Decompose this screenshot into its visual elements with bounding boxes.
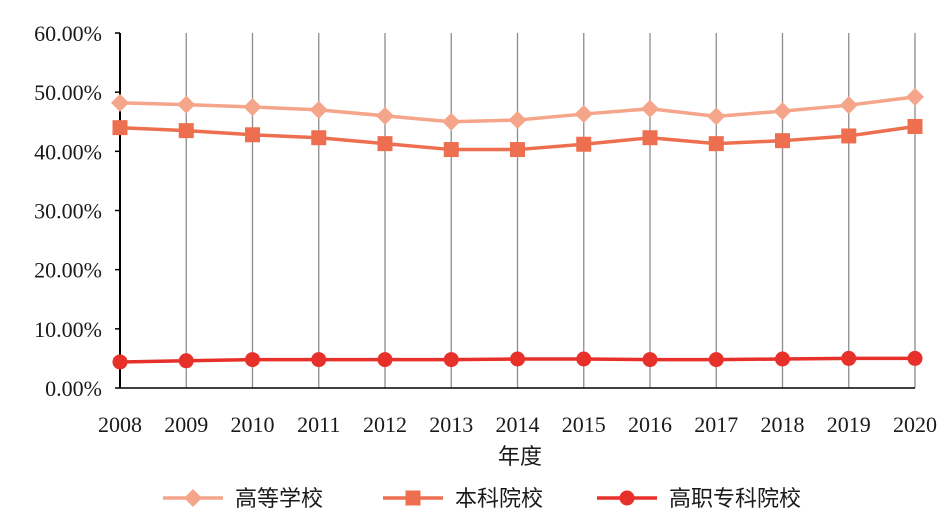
x-tick-label: 2016 (628, 412, 672, 437)
data-point (111, 93, 129, 112)
data-point (574, 105, 593, 124)
data-point (773, 102, 792, 121)
legend-marker (184, 489, 202, 507)
series-3 (112, 350, 923, 370)
x-tick-label: 2009 (164, 412, 208, 437)
data-point (377, 136, 393, 152)
legend-item: 高职专科院校 (597, 487, 801, 512)
x-tick-label: 2015 (562, 412, 606, 437)
x-tick-label: 2018 (761, 412, 805, 437)
data-point (576, 136, 592, 152)
data-point (906, 87, 924, 106)
x-tick-label: 2014 (496, 412, 540, 437)
data-point (377, 352, 393, 368)
x-tick-label: 2010 (231, 412, 275, 437)
gridlines (185, 33, 916, 388)
legend: 高等学校 本科院校 高职专科院校 (163, 487, 801, 512)
data-point (841, 350, 857, 366)
y-tick-label: 20.00% (34, 258, 102, 283)
data-point (443, 352, 459, 368)
data-point (178, 353, 194, 369)
series-1 (111, 87, 924, 131)
y-tick-label: 30.00% (34, 199, 102, 224)
data-point (508, 110, 527, 129)
legend-item: 高等学校 (163, 487, 323, 512)
x-tick-label: 2011 (297, 412, 340, 437)
data-point (642, 352, 658, 368)
x-tick-labels: 2008 2009 2010 2011 2012 2013 2014 2015 2016 2017… (98, 412, 937, 437)
data-point (243, 97, 262, 116)
data-point (443, 142, 459, 158)
legend-label: 本科院校 (455, 487, 543, 512)
y-tick-label: 10.00% (34, 317, 102, 342)
data-point (907, 350, 923, 366)
data-point (245, 352, 260, 368)
data-point (907, 118, 923, 134)
data-point (442, 112, 461, 131)
legend-label: 高等学校 (235, 487, 323, 512)
legend-label: 高职专科院校 (669, 487, 801, 512)
data-point (177, 95, 196, 114)
x-tick-label: 2019 (827, 412, 871, 437)
data-point (178, 123, 194, 139)
data-point (839, 96, 858, 115)
data-point (245, 127, 260, 143)
data-point (112, 354, 128, 370)
data-point (510, 142, 525, 158)
series (111, 87, 924, 370)
data-point (311, 130, 327, 146)
data-point (642, 130, 658, 146)
legend-item: 本科院校 (383, 487, 543, 512)
data-point (641, 99, 659, 118)
data-point (576, 351, 592, 367)
y-tick-label: 0.00% (45, 376, 102, 401)
data-point (708, 352, 724, 368)
y-tick-label: 60.00% (34, 21, 102, 46)
legend-marker (619, 490, 635, 506)
x-tick-label: 2017 (694, 412, 738, 437)
data-point (309, 100, 328, 119)
series-2 (112, 118, 923, 158)
data-point (707, 107, 726, 126)
legend-marker (405, 490, 421, 506)
data-point (510, 351, 525, 367)
data-point (376, 106, 394, 125)
data-point (708, 136, 724, 152)
data-point (775, 133, 790, 149)
y-tick-label: 40.00% (34, 139, 102, 164)
data-point (311, 352, 327, 368)
data-point (112, 120, 128, 136)
y-tick-labels: 0.00% 10.00% 20.00% 30.00% 40.00% 50.00% 60.00… (34, 21, 120, 401)
data-point (841, 128, 857, 144)
x-tick-label: 2008 (98, 412, 142, 437)
x-tick-label: 2013 (429, 412, 473, 437)
y-tick-label: 50.00% (34, 80, 102, 105)
data-point (775, 351, 790, 367)
x-axis-title: 年度 (498, 445, 542, 470)
x-tick-label: 2012 (363, 412, 407, 437)
x-tick-label: 2020 (893, 412, 937, 437)
